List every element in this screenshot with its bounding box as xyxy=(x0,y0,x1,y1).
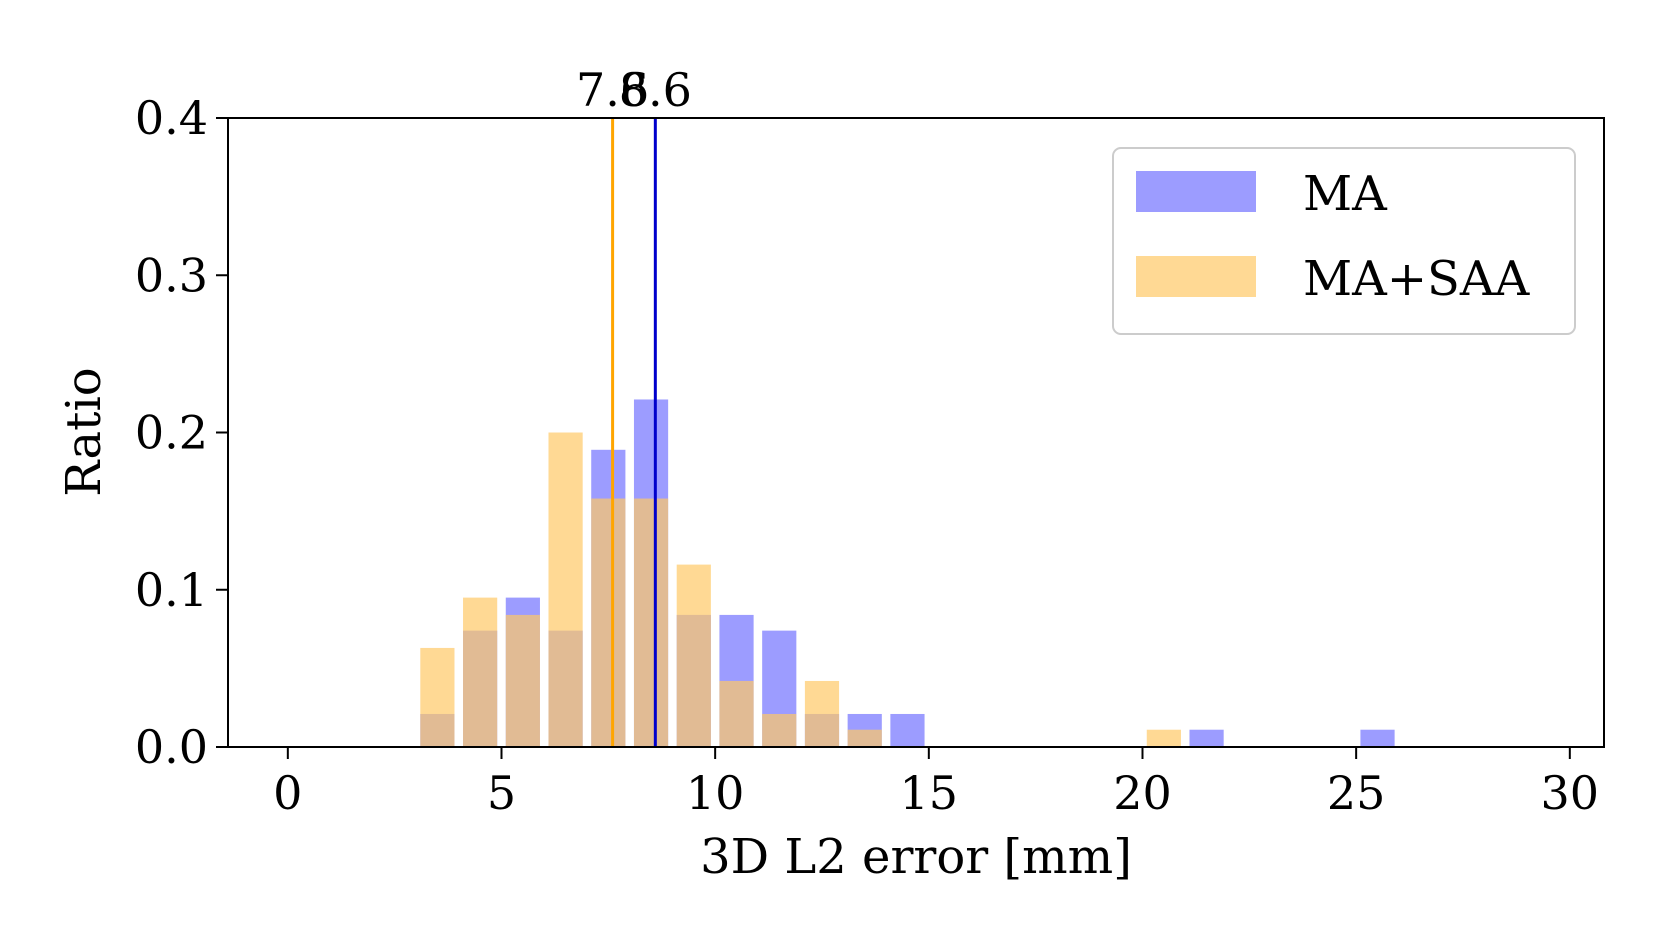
x-tick-label: 15 xyxy=(900,766,959,820)
bar xyxy=(1146,729,1181,747)
bar xyxy=(719,680,754,747)
x-tick-label: 20 xyxy=(1113,766,1172,820)
y-axis-ticks: 0.0 0.1 0.2 0.3 0.4 xyxy=(135,91,228,774)
bar xyxy=(591,498,626,747)
x-tick-label: 25 xyxy=(1327,766,1386,820)
series-ma-saa-bars xyxy=(420,432,1181,747)
x-axis-label: 3D L2 error [mm] xyxy=(700,829,1132,885)
legend: MA MA+SAA xyxy=(1112,147,1576,335)
bar xyxy=(505,614,540,747)
bar xyxy=(762,713,797,747)
bar xyxy=(847,729,882,747)
x-tick-label: 10 xyxy=(686,766,745,820)
x-tick-label: 5 xyxy=(487,766,516,820)
bar xyxy=(548,432,583,747)
mean-label: 7.6 xyxy=(576,63,649,117)
bar xyxy=(1189,729,1224,747)
bar xyxy=(1360,729,1395,747)
y-axis-label: Ratio xyxy=(56,367,112,496)
bar xyxy=(676,564,711,747)
mean-label: 8.6 xyxy=(619,63,692,117)
legend-label-ma: MA xyxy=(1303,166,1388,222)
mean-lines-layer: 7.68.6 xyxy=(576,63,692,747)
bar xyxy=(890,713,925,747)
bar xyxy=(420,647,455,747)
x-axis-ticks: 0 5 10 15 20 25 30 xyxy=(273,747,1599,820)
y-tick-label: 0.1 xyxy=(135,563,208,617)
bar xyxy=(463,597,498,747)
y-tick-label: 0.3 xyxy=(135,248,208,302)
bar xyxy=(804,680,840,747)
y-tick-label: 0.0 xyxy=(135,720,208,774)
legend-swatch-ma-saa xyxy=(1136,256,1256,297)
bars-layer xyxy=(420,399,1395,747)
bar xyxy=(633,498,669,747)
y-tick-label: 0.4 xyxy=(135,91,208,145)
y-tick-label: 0.2 xyxy=(135,406,208,460)
x-tick-label: 0 xyxy=(273,766,302,820)
x-tick-label: 30 xyxy=(1541,766,1600,820)
legend-swatch-ma xyxy=(1136,171,1256,212)
legend-label-ma-saa: MA+SAA xyxy=(1303,251,1531,307)
